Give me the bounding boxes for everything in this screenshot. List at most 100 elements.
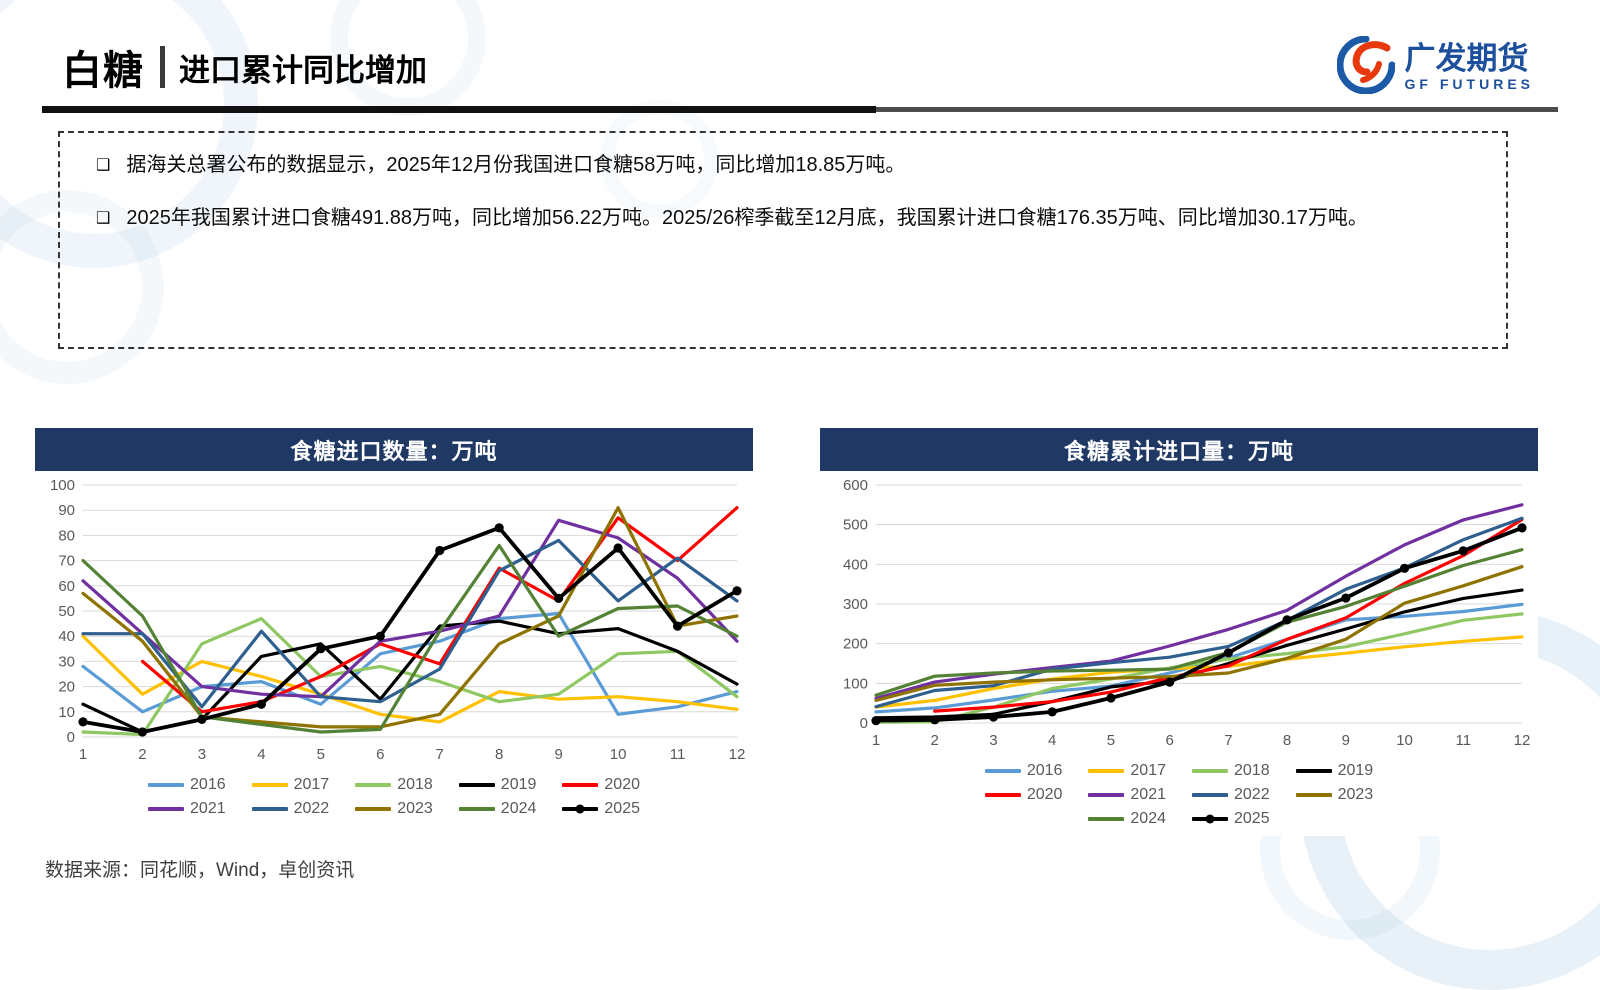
series-line-2023 bbox=[81, 506, 739, 729]
svg-text:0: 0 bbox=[860, 715, 868, 732]
legend-item-2016: 2016 bbox=[984, 762, 1062, 780]
legend-item-2018: 2018 bbox=[355, 776, 433, 794]
svg-text:10: 10 bbox=[1396, 732, 1413, 749]
bullet-text: 据海关总署公布的数据显示，2025年12月份我国进口食糖58万吨，同比增加18.… bbox=[126, 154, 906, 176]
series-line-2016 bbox=[81, 611, 739, 716]
series-line-2023 bbox=[874, 565, 1524, 702]
svg-text:11: 11 bbox=[1455, 732, 1471, 749]
legend-line-swatch bbox=[251, 807, 288, 811]
page-title: 进口累计同比增加 bbox=[179, 52, 427, 88]
bullet-item: ❑ 据海关总署公布的数据显示，2025年12月份我国进口食糖58万吨，同比增加1… bbox=[86, 151, 1480, 180]
legend-line-swatch bbox=[1088, 793, 1125, 797]
gf-futures-logo: 广发期货 GF FUTURES bbox=[1336, 35, 1534, 99]
svg-text:30: 30 bbox=[58, 653, 75, 670]
svg-text:400: 400 bbox=[843, 556, 868, 573]
series-line-2018 bbox=[81, 617, 739, 737]
svg-text:200: 200 bbox=[843, 636, 868, 653]
legend-item-2025: 2025 bbox=[1192, 810, 1270, 828]
svg-text:8: 8 bbox=[495, 746, 503, 763]
legend-item-2017: 2017 bbox=[251, 776, 329, 794]
legend-line-swatch bbox=[355, 783, 392, 787]
series-line-2021 bbox=[81, 518, 739, 699]
svg-text:7: 7 bbox=[436, 746, 444, 763]
legend-item-2023: 2023 bbox=[355, 800, 433, 818]
cumulative-import-chart-header: 食糖累计进口量：万吨 bbox=[820, 428, 1538, 471]
data-source: 数据来源：同花顺，Wind，卓创资讯 bbox=[45, 860, 355, 881]
svg-text:3: 3 bbox=[989, 732, 997, 749]
series-line-2025 bbox=[81, 525, 739, 734]
legend-item-2024: 2024 bbox=[1088, 810, 1166, 828]
svg-text:2: 2 bbox=[138, 746, 146, 763]
legend-line-swatch bbox=[1295, 793, 1332, 797]
legend-line-swatch bbox=[251, 783, 288, 787]
svg-text:11: 11 bbox=[670, 746, 686, 763]
series-line-2018 bbox=[874, 612, 1524, 724]
monthly-import-chart-legend: 2016 2017 2018 2019 2020 2021 2022 2023 2024 2025 bbox=[35, 772, 753, 826]
legend-line-swatch bbox=[562, 783, 599, 787]
series-line-2016 bbox=[874, 602, 1524, 714]
svg-text:80: 80 bbox=[58, 527, 75, 544]
svg-text:5: 5 bbox=[317, 746, 325, 763]
series-line-2020 bbox=[933, 517, 1524, 713]
svg-text:600: 600 bbox=[843, 477, 868, 494]
bullet-text: 2025年我国累计进口食糖491.88万吨，同比增加56.22万吨。2025/2… bbox=[126, 207, 1368, 229]
legend-line-swatch bbox=[1088, 769, 1125, 773]
svg-text:4: 4 bbox=[1048, 732, 1056, 749]
gf-logo-icon bbox=[1336, 35, 1396, 99]
svg-text:90: 90 bbox=[58, 502, 75, 519]
series-line-2024 bbox=[81, 543, 739, 734]
svg-text:12: 12 bbox=[729, 746, 746, 763]
svg-text:100: 100 bbox=[843, 675, 868, 692]
svg-text:60: 60 bbox=[58, 578, 75, 595]
svg-text:100: 100 bbox=[50, 477, 75, 494]
series-line-2024 bbox=[874, 548, 1524, 697]
svg-text:6: 6 bbox=[1165, 732, 1173, 749]
svg-text:1: 1 bbox=[872, 732, 880, 749]
svg-text:50: 50 bbox=[58, 603, 75, 620]
legend-line-swatch bbox=[1192, 793, 1228, 797]
legend-item-2018: 2018 bbox=[1192, 762, 1270, 780]
series-line-2017 bbox=[81, 634, 739, 724]
gf-logo-cn: 广发期货 bbox=[1404, 41, 1529, 77]
svg-text:10: 10 bbox=[58, 704, 75, 721]
legend-item-2021: 2021 bbox=[148, 800, 226, 818]
svg-text:10: 10 bbox=[610, 746, 627, 763]
cumulative-import-chart: 0 100 200 300 400 500 600 1 2 3 4 5 6 7 8 9 10 11 12 bbox=[820, 473, 1538, 758]
legend-line-swatch bbox=[458, 783, 495, 787]
monthly-import-chart-title: 食糖进口数量：万吨 bbox=[290, 438, 498, 464]
slide-header: 白糖 进口累计同比增加 bbox=[62, 38, 427, 96]
legend-item-2020: 2020 bbox=[562, 776, 640, 794]
svg-text:5: 5 bbox=[1107, 732, 1115, 749]
legend-item-2020: 2020 bbox=[984, 786, 1062, 804]
legend-line-swatch bbox=[562, 804, 599, 814]
legend-item-2019: 2019 bbox=[458, 776, 536, 794]
bullet-item: ❑ 2025年我国累计进口食糖491.88万吨，同比增加56.22万吨。2025… bbox=[86, 204, 1480, 233]
svg-text:7: 7 bbox=[1224, 732, 1232, 749]
legend-line-swatch bbox=[1088, 817, 1125, 821]
svg-text:8: 8 bbox=[1283, 732, 1291, 749]
svg-text:500: 500 bbox=[843, 517, 868, 534]
legend-item-2019: 2019 bbox=[1295, 762, 1373, 780]
legend-item-2024: 2024 bbox=[458, 800, 536, 818]
series-line-2021 bbox=[874, 503, 1524, 700]
gf-logo-text: 广发期货 GF FUTURES bbox=[1405, 43, 1534, 92]
title-separator bbox=[160, 46, 165, 88]
legend-line-swatch bbox=[984, 769, 1021, 773]
monthly-import-chart: 0 10 20 30 40 50 60 70 80 90 100 1 2 3 4 5 6 7 8 9 10 11 12 bbox=[35, 473, 753, 772]
legend-line-swatch bbox=[1192, 769, 1228, 773]
legend-line-swatch bbox=[355, 807, 392, 811]
svg-text:9: 9 bbox=[554, 746, 562, 763]
bullet-square-icon: ❑ bbox=[96, 157, 111, 174]
series-line-2025 bbox=[874, 525, 1524, 723]
svg-text:3: 3 bbox=[198, 746, 206, 763]
svg-text:0: 0 bbox=[67, 729, 75, 746]
legend-line-swatch bbox=[148, 807, 185, 811]
legend-line-swatch bbox=[148, 783, 185, 787]
legend-item-2023: 2023 bbox=[1295, 786, 1373, 804]
gf-logo-en: GF FUTURES bbox=[1404, 75, 1534, 92]
svg-text:20: 20 bbox=[58, 679, 75, 696]
svg-text:4: 4 bbox=[257, 746, 265, 763]
legend-line-swatch bbox=[1295, 769, 1332, 773]
svg-text:9: 9 bbox=[1342, 732, 1350, 749]
legend-line-swatch bbox=[1192, 814, 1228, 824]
